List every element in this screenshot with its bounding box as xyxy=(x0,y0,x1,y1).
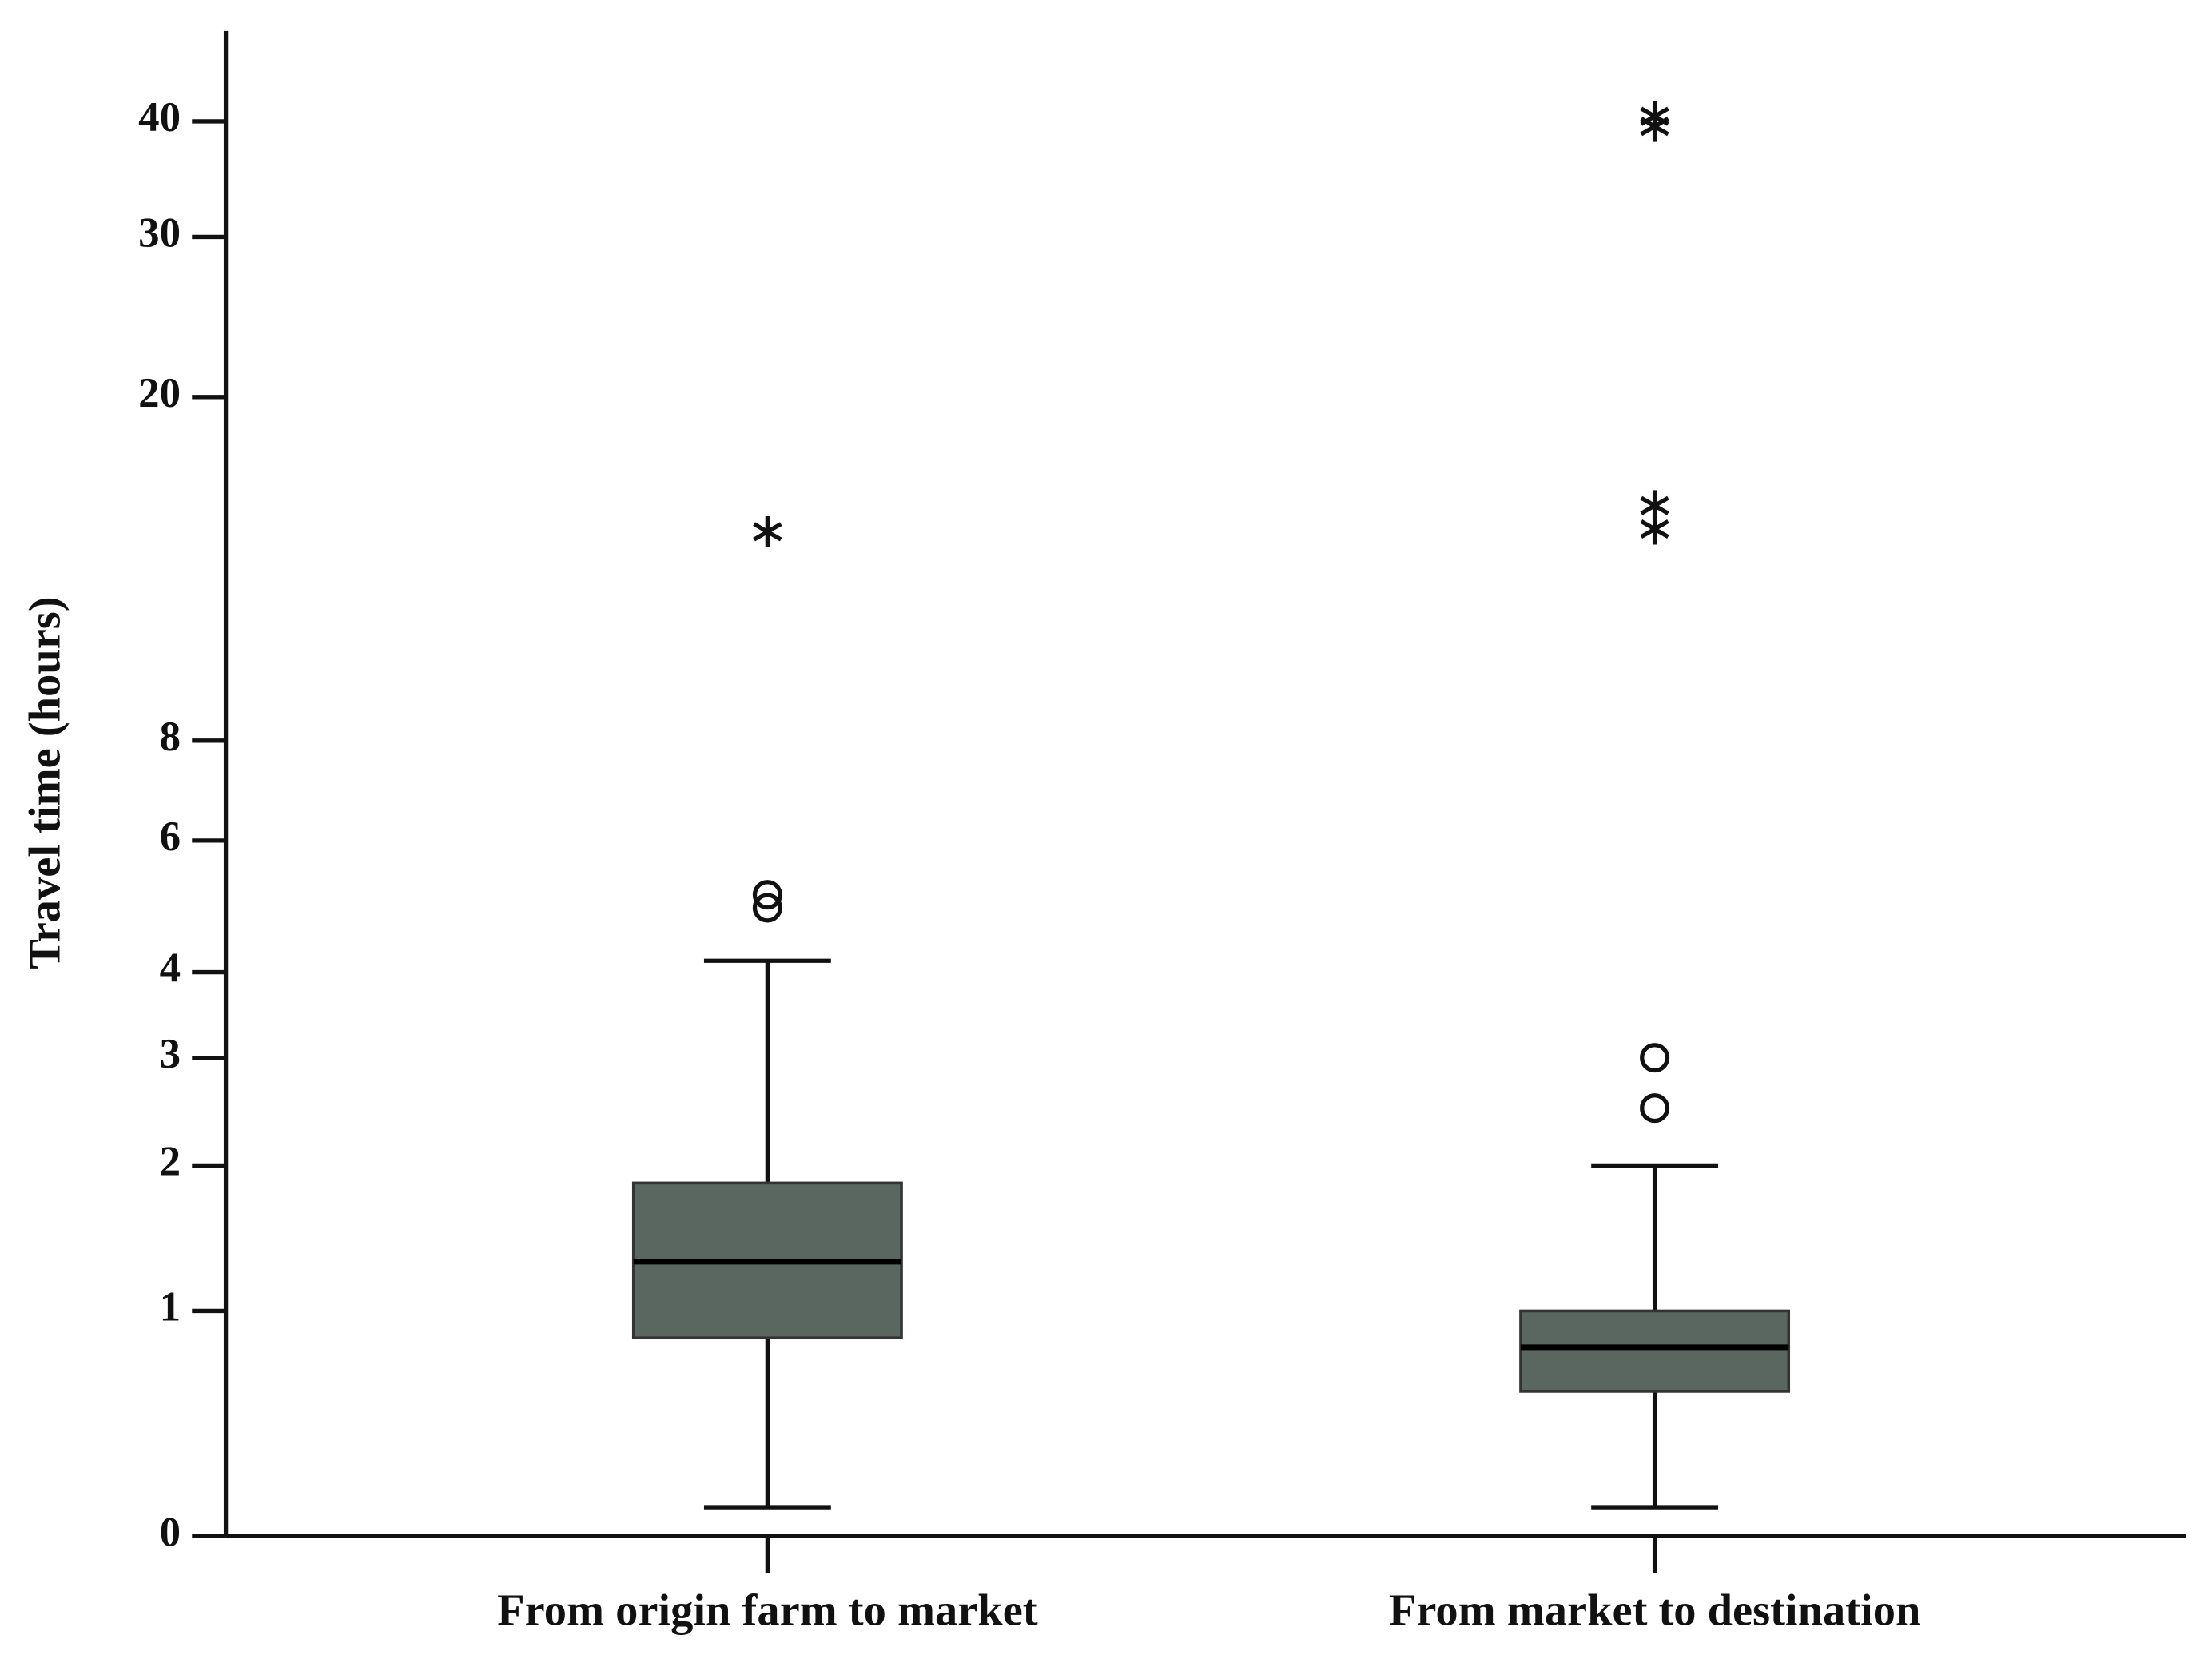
outlier xyxy=(1640,1043,1670,1073)
y-tick-label: 20 xyxy=(138,370,181,416)
outlier xyxy=(1640,1093,1670,1124)
outlier xyxy=(752,880,782,910)
y-tick-label: 4 xyxy=(160,945,181,992)
y-tick-label: 2 xyxy=(160,1139,181,1185)
y-tick-label: 3 xyxy=(160,1031,181,1077)
box xyxy=(1519,1309,1791,1393)
extreme-outlier xyxy=(753,516,782,547)
x-tick-label: From market to destination xyxy=(1389,1585,1921,1635)
extreme-outlier xyxy=(1640,490,1669,522)
y-axis-label: Travel time (hours) xyxy=(20,596,70,969)
outlier xyxy=(752,893,782,923)
y-tick-label: 8 xyxy=(160,714,181,760)
y-tick-label: 30 xyxy=(138,210,181,257)
y-tick-label: 1 xyxy=(160,1284,181,1331)
y-tick-label: 0 xyxy=(160,1509,181,1555)
y-tick-label: 6 xyxy=(160,814,181,860)
extreme-outlier xyxy=(1640,101,1669,133)
x-tick-label: From origin farm to market xyxy=(497,1585,1038,1635)
y-tick-label: 40 xyxy=(138,94,181,141)
